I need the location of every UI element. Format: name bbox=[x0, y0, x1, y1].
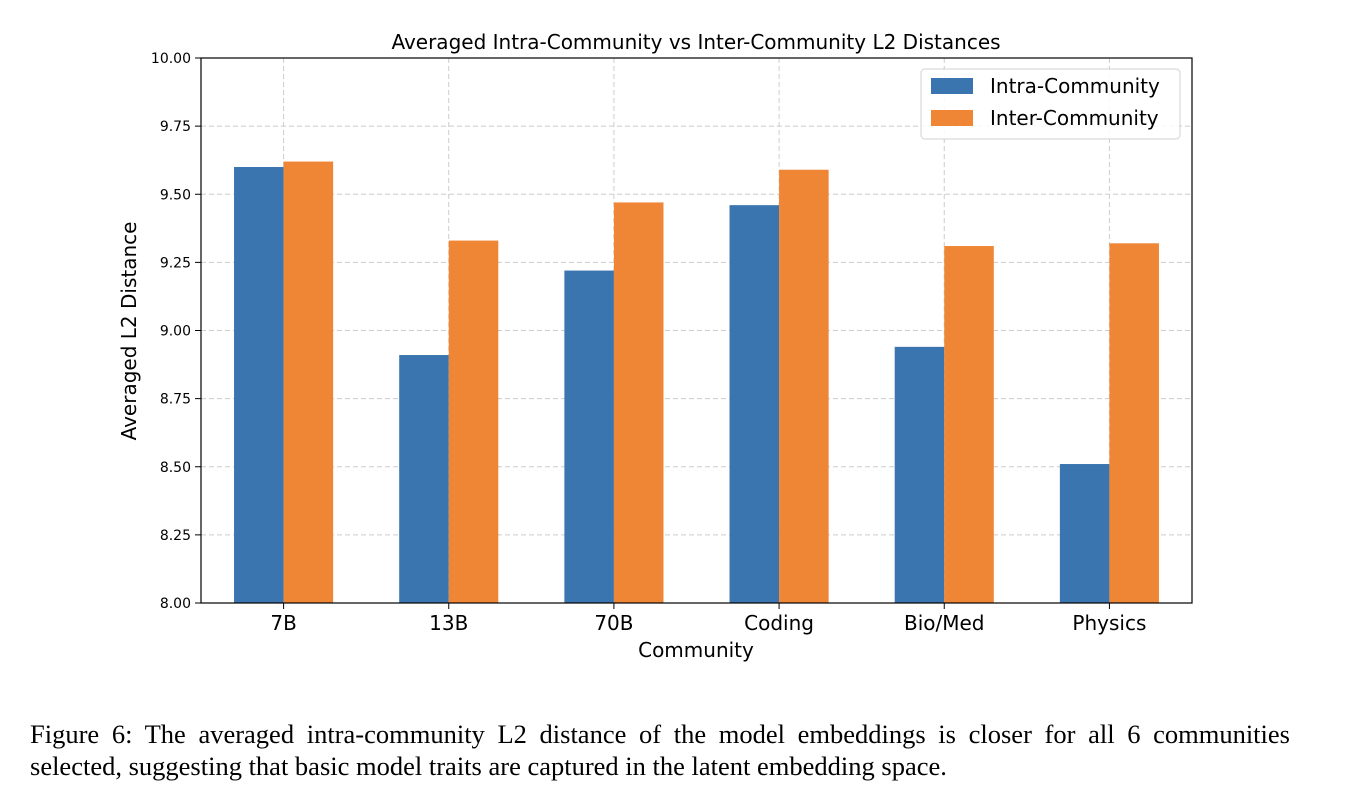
legend-label: Inter-Community bbox=[990, 106, 1159, 130]
x-tick-label: 7B bbox=[270, 611, 296, 635]
figure-caption: Figure 6: The averaged intra-community L… bbox=[30, 719, 1290, 781]
x-tick-label: Bio/Med bbox=[904, 611, 985, 635]
y-tick-label: 8.25 bbox=[160, 528, 191, 544]
bars bbox=[234, 161, 1159, 604]
y-tick-label: 9.50 bbox=[160, 187, 191, 203]
chart-title: Averaged Intra-Community vs Inter-Commun… bbox=[391, 30, 1000, 54]
grid-lines bbox=[201, 57, 1192, 604]
y-tick-label: 10.00 bbox=[151, 51, 191, 67]
x-tick-label: Coding bbox=[744, 611, 814, 635]
bar-chart: 8.00 8.25 8.50 8.75 9.00 9.25 9.50 9.75 10.00 7B… bbox=[117, 30, 1193, 662]
bar-intra-community-70b bbox=[564, 270, 614, 603]
bar-inter-community-physics bbox=[1109, 243, 1159, 604]
legend-swatch bbox=[931, 78, 973, 94]
bar-inter-community-13b bbox=[448, 240, 499, 603]
bar-inter-community-7b bbox=[283, 161, 334, 604]
y-tick-label: 9.00 bbox=[160, 324, 191, 340]
bar-intra-community-physics bbox=[1059, 464, 1110, 603]
bar-inter-community-bio-med bbox=[944, 246, 994, 603]
x-axis-ticks: 7B 13B 70B Coding Bio/Med Physics bbox=[270, 603, 1146, 635]
bar-inter-community-70b bbox=[613, 202, 664, 604]
legend-box bbox=[920, 68, 1181, 140]
bar-intra-community-7b bbox=[234, 167, 284, 603]
y-tick-label: 8.00 bbox=[160, 596, 191, 612]
x-tick-label: 13B bbox=[429, 611, 468, 635]
x-tick-label: Physics bbox=[1072, 611, 1146, 635]
legend-label: Intra-Community bbox=[990, 74, 1160, 98]
y-tick-label: 8.50 bbox=[160, 460, 191, 476]
y-tick-label: 8.75 bbox=[160, 392, 191, 408]
bar-intra-community-coding bbox=[729, 205, 780, 603]
x-axis-label: Community bbox=[638, 638, 754, 662]
bar-inter-community-coding bbox=[779, 169, 829, 603]
x-tick-label: 70B bbox=[594, 611, 633, 635]
y-axis-ticks: 8.00 8.25 8.50 8.75 9.00 9.25 9.50 9.75 10.00 bbox=[151, 51, 201, 612]
bar-intra-community-bio-med bbox=[894, 346, 945, 603]
legend-swatch bbox=[931, 110, 973, 126]
y-tick-label: 9.75 bbox=[160, 119, 191, 135]
bar-intra-community-13b bbox=[399, 355, 449, 603]
y-axis-label: Averaged L2 Distance bbox=[117, 222, 141, 441]
y-tick-label: 9.25 bbox=[160, 255, 191, 271]
legend: Intra-Community Inter-Community bbox=[920, 68, 1181, 140]
